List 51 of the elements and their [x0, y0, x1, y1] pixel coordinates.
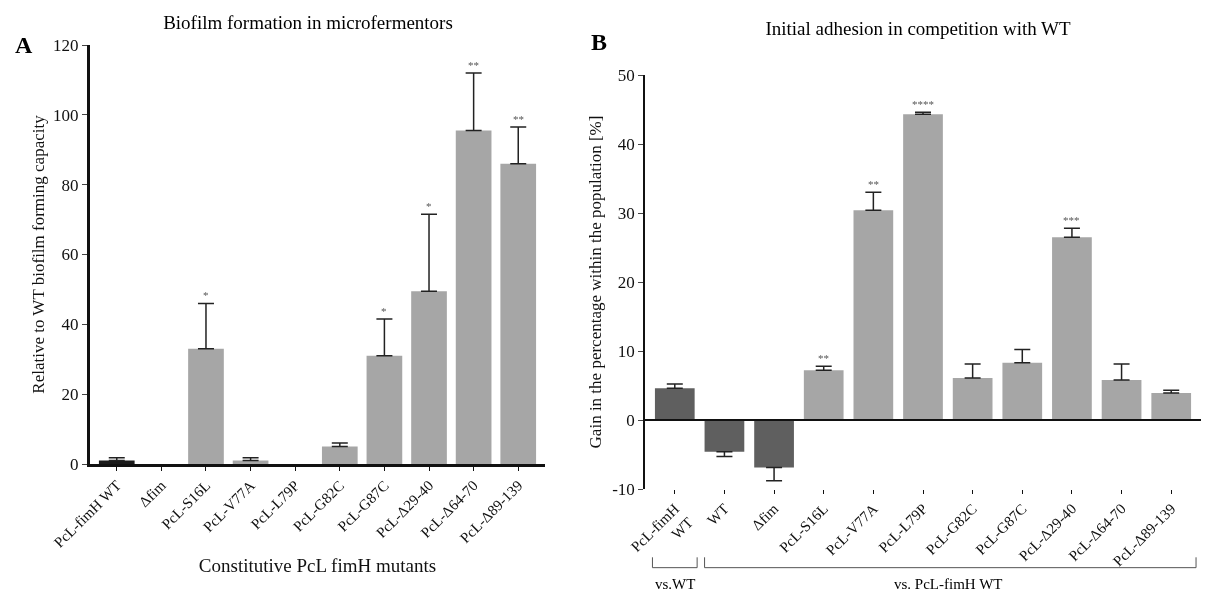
- chart-title: Initial adhesion in competition with WT: [765, 17, 1072, 39]
- bar: [853, 210, 894, 420]
- annotation: **: [818, 352, 829, 364]
- bar: [366, 355, 403, 464]
- y-axis-title: Gain in the percentage within the population [%]: [585, 115, 605, 449]
- y-tick-label: -10: [612, 479, 635, 499]
- bar: [1101, 379, 1142, 420]
- bar: [411, 291, 447, 464]
- y-tick-label: 40: [617, 134, 635, 154]
- bar: [455, 130, 492, 464]
- bar: [903, 114, 943, 420]
- y-axis-title: Relative to WT biofilm forming capacity: [29, 114, 48, 394]
- y-tick-label: 30: [617, 203, 635, 223]
- bar: [500, 163, 537, 464]
- x-axis-title: Constitutive PcL fimH mutants: [198, 555, 437, 577]
- y-tick-label: 40: [61, 315, 79, 335]
- annotation: **: [868, 178, 879, 190]
- annotation: *: [426, 200, 432, 212]
- text: vs. PcL-fimH WT: [894, 576, 1003, 592]
- bar: [654, 388, 695, 420]
- bar: [704, 420, 745, 452]
- text: B: [591, 29, 608, 55]
- annotation: ****: [912, 98, 934, 110]
- x-tick-label: WT: [704, 500, 732, 529]
- text: A: [15, 32, 33, 58]
- y-tick-label: 120: [53, 35, 79, 55]
- y-tick-label: 50: [617, 65, 635, 85]
- bar: [188, 348, 224, 464]
- y-tick-label: 10: [617, 341, 635, 361]
- annotation: *: [381, 305, 387, 317]
- y-tick-label: 100: [53, 105, 79, 125]
- bar: [1002, 362, 1043, 420]
- annotation: **: [468, 59, 479, 71]
- bar: [1151, 393, 1192, 420]
- y-tick-label: 80: [61, 175, 79, 195]
- bar: [803, 370, 844, 420]
- y-tick-label: 60: [61, 245, 79, 265]
- bar: [1052, 237, 1092, 420]
- x-tick-label: Δfim: [748, 500, 782, 534]
- y-tick-label: 0: [626, 410, 635, 430]
- y-tick-label: 0: [70, 454, 79, 474]
- bar: [952, 377, 993, 420]
- annotation: ***: [1063, 214, 1080, 226]
- y-tick-label: 20: [617, 272, 635, 292]
- chart-title: Biofilm formation in microfermentors: [163, 11, 453, 33]
- y-tick-label: 20: [61, 385, 79, 405]
- annotation: *: [203, 289, 209, 301]
- text: vs.WT: [655, 576, 696, 592]
- bar: [321, 446, 358, 464]
- annotation: **: [513, 113, 524, 125]
- bar: [754, 420, 794, 468]
